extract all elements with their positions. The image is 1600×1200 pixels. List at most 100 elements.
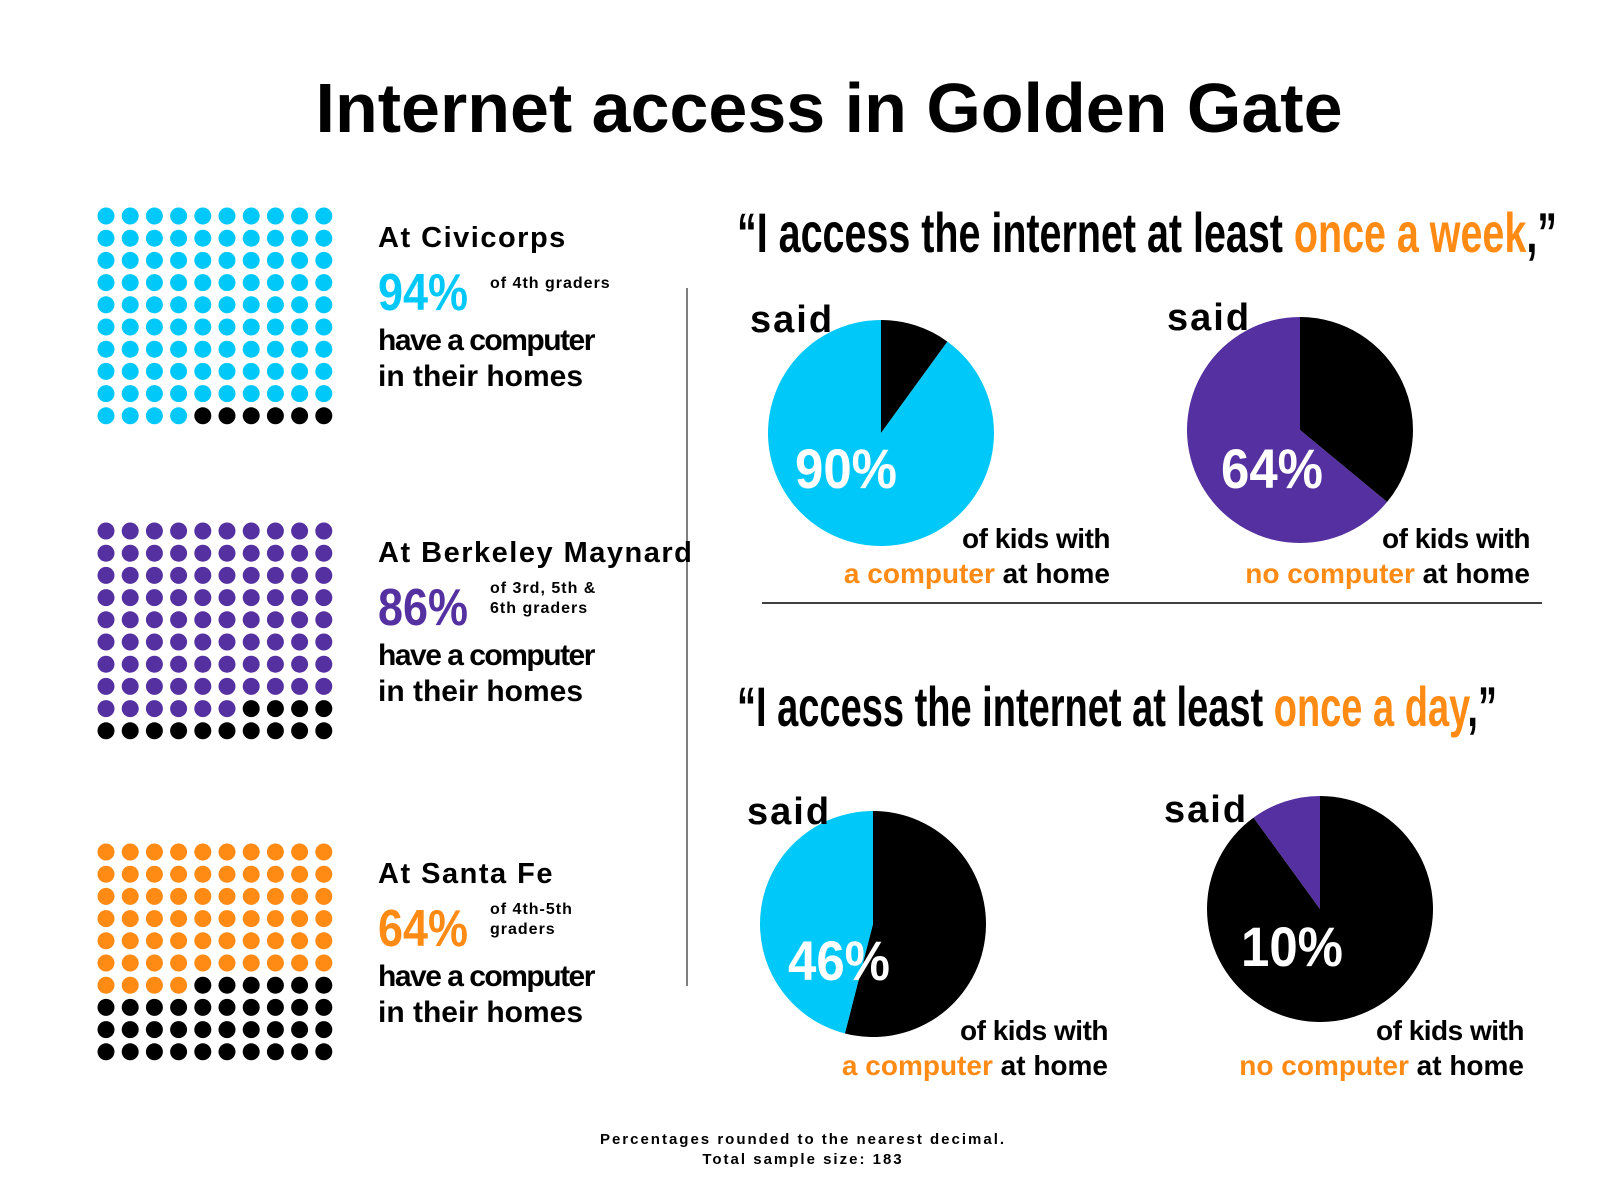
heading-part: once a day [1274,675,1470,738]
dot [218,522,236,540]
waffle-subtitle: of 4th graders [490,275,611,292]
dot [97,677,115,695]
dot [194,340,212,358]
dot [242,274,260,292]
dot [315,544,333,562]
pie-said: said [1164,789,1248,831]
pie-caption: of kids with [1382,523,1530,554]
pie-caption: a computer at home [842,1050,1108,1081]
dot [97,1043,115,1061]
dot [97,865,115,883]
dot [194,865,212,883]
dot [315,998,333,1016]
dot [121,407,139,425]
dot [266,544,284,562]
dot [121,633,139,651]
dot [291,318,309,336]
dot [121,998,139,1016]
dot [315,976,333,994]
dot [291,843,309,861]
dot [266,522,284,540]
dot [97,318,115,336]
dot [97,700,115,718]
dot [194,954,212,972]
dot [291,865,309,883]
dot [218,274,236,292]
pie-said: said [1167,297,1251,339]
dot [145,318,163,336]
dot [315,251,333,269]
dot [97,1021,115,1039]
dot [291,1043,309,1061]
waffle-caption: have a computer [378,960,596,993]
dot [194,566,212,584]
dot [242,865,260,883]
dot [145,976,163,994]
dot [121,544,139,562]
dot [194,544,212,562]
dot [266,1021,284,1039]
dot [315,887,333,905]
dot [315,932,333,950]
waffle-subtitle: of 3rd, 5th & [490,580,596,597]
dot [315,522,333,540]
heading-part: “I access the internet at least [737,675,1274,738]
dot [315,340,333,358]
dot [218,633,236,651]
dot [315,722,333,740]
dot [145,1043,163,1061]
dot [145,722,163,740]
dot [315,566,333,584]
dot [170,589,188,607]
dot [97,932,115,950]
dot [194,296,212,314]
dot [194,251,212,269]
dot [170,954,188,972]
dot [194,385,212,403]
dot [291,544,309,562]
dot [218,722,236,740]
waffle-caption: in their homes [378,996,583,1029]
dot [97,385,115,403]
dot [121,385,139,403]
dot [266,566,284,584]
dot [121,251,139,269]
dot [121,589,139,607]
dot [291,407,309,425]
dot [145,998,163,1016]
caption-rest: at home [1415,558,1530,589]
dot [97,655,115,673]
dot [266,932,284,950]
dot [266,1043,284,1061]
dot [145,544,163,562]
dot [170,274,188,292]
dot [266,318,284,336]
dot [315,385,333,403]
dot [170,865,188,883]
waffle-caption: have a computer [378,324,596,357]
dot [242,910,260,928]
dot [315,910,333,928]
dot [145,954,163,972]
dot [218,566,236,584]
dot [97,296,115,314]
dot [242,407,260,425]
dot [315,1021,333,1039]
dot [315,700,333,718]
dot [194,887,212,905]
dot [145,566,163,584]
dot [242,229,260,247]
dot [315,589,333,607]
dot [266,910,284,928]
dot [97,954,115,972]
dot [266,865,284,883]
dot [291,207,309,225]
dot [170,229,188,247]
dot [97,566,115,584]
waffle-subtitle: graders [490,921,556,938]
dot [218,611,236,629]
dot [315,633,333,651]
dot [242,589,260,607]
